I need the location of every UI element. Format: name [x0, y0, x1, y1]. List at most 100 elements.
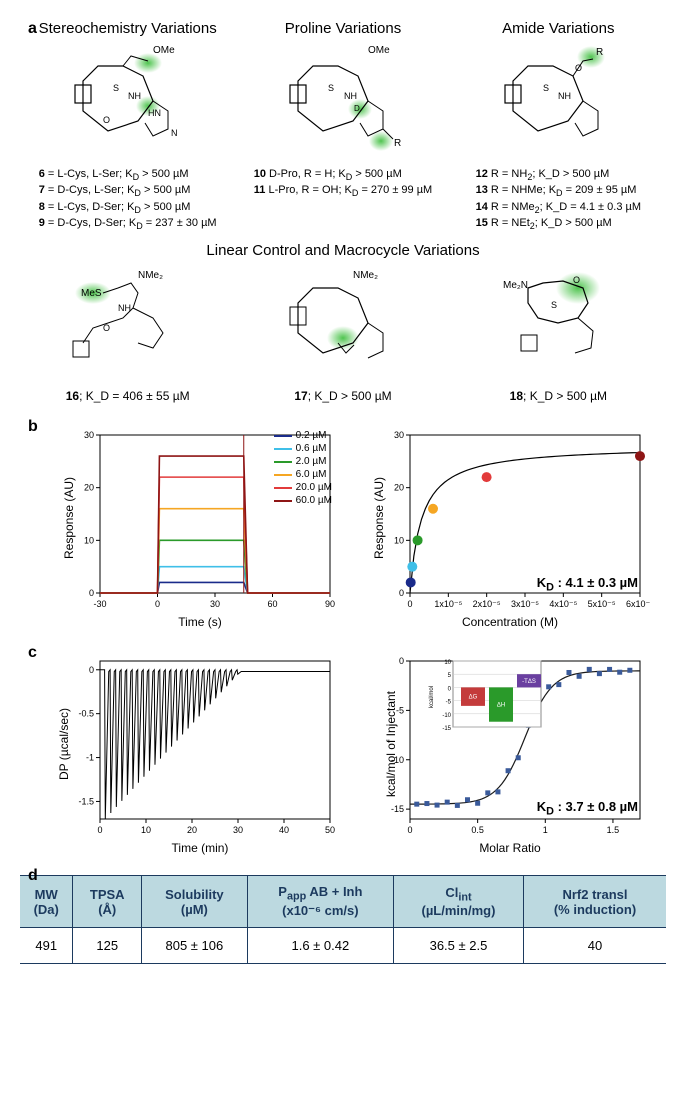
- svg-text:20: 20: [84, 483, 94, 493]
- spr-sensorgram: Response (AU) -3003060900102030 0.2 µM0.…: [60, 423, 340, 613]
- amide-structure: R S NH O: [483, 41, 633, 161]
- svg-text:NMe₂: NMe₂: [138, 270, 163, 281]
- svg-text:NH: NH: [118, 303, 131, 313]
- svg-text:ΔG: ΔG: [469, 695, 478, 701]
- svg-text:10: 10: [141, 825, 151, 835]
- spr-binding-curve: Response (AU) 01x10⁻⁵2x10⁻⁵3x10⁻⁵4x10⁻⁵5…: [370, 423, 650, 613]
- table-header: Solubility(µM): [141, 876, 247, 928]
- proline-title: Proline Variations: [241, 20, 444, 37]
- svg-text:30: 30: [233, 825, 243, 835]
- svg-text:S: S: [543, 83, 549, 93]
- svg-text:O: O: [103, 323, 110, 333]
- table-cell: 1.6 ± 0.42: [247, 927, 393, 963]
- svg-text:0: 0: [155, 599, 160, 609]
- svg-text:30: 30: [210, 599, 220, 609]
- table-header: Nrf2 transl(% induction): [524, 876, 667, 928]
- svg-text:-0.5: -0.5: [78, 709, 94, 719]
- c-left-xlabel: Time (min): [60, 841, 340, 855]
- c-left-ylabel: DP (µcal/sec): [57, 708, 71, 780]
- svg-text:S: S: [551, 300, 557, 310]
- panel-d-label: d: [28, 867, 38, 885]
- svg-text:R: R: [394, 138, 401, 149]
- stereo-column: Stereochemistry Variations OMe S NH O HN: [20, 20, 235, 232]
- c18-column: Me₂N S O 18; K_D > 500 µM: [451, 263, 666, 403]
- svg-text:10: 10: [444, 660, 451, 666]
- svg-text:OMe: OMe: [368, 45, 390, 56]
- c16-kd: 16; K_D = 406 ± 55 µM: [26, 389, 229, 403]
- svg-text:HN: HN: [148, 108, 161, 118]
- svg-text:S: S: [328, 83, 334, 93]
- panel-b-row: b Response (AU) -3003060900102030 0.2 µM…: [20, 423, 666, 629]
- amide-column: Amide Variations R S NH O 12 R = NH2; K_…: [451, 20, 666, 232]
- amide-title: Amide Variations: [457, 20, 660, 37]
- table-cell: 36.5 ± 2.5: [393, 927, 523, 963]
- svg-text:30: 30: [84, 430, 94, 440]
- svg-text:5x10⁻⁵: 5x10⁻⁵: [588, 599, 616, 609]
- svg-text:4x10⁻⁵: 4x10⁻⁵: [549, 599, 577, 609]
- properties-table: MW(Da)TPSA(Å)Solubility(µM)Papp AB + Inh…: [20, 875, 666, 964]
- svg-text:ΔH: ΔH: [497, 703, 505, 709]
- svg-text:-5: -5: [446, 700, 452, 706]
- c-right-ylabel: kcal/mol of Injectant: [384, 691, 398, 797]
- panel-c-label: c: [28, 644, 37, 662]
- b-left-ylabel: Response (AU): [62, 477, 76, 559]
- svg-text:3x10⁻⁵: 3x10⁻⁵: [511, 599, 539, 609]
- svg-text:NH: NH: [344, 91, 357, 101]
- svg-text:0: 0: [407, 599, 412, 609]
- svg-text:10: 10: [394, 536, 404, 546]
- svg-text:-10: -10: [442, 713, 451, 719]
- table-header: Clint(µL/min/mg): [393, 876, 523, 928]
- thermo-inset: 1050-5-10-15kcal/molΔGΔH-TΔS: [425, 655, 545, 735]
- itc-isotherm: kcal/mol of Injectant 00.511.50-5-10-15 …: [370, 649, 650, 839]
- b-left-xlabel: Time (s): [60, 615, 340, 629]
- c17-structure: NMe₂: [268, 263, 418, 383]
- c16-column: MeS NMe₂ NH O 16; K_D = 406 ± 55 µM: [20, 263, 235, 403]
- svg-text:6x10⁻⁵: 6x10⁻⁵: [626, 599, 650, 609]
- svg-text:S: S: [113, 83, 119, 93]
- svg-text:O: O: [573, 275, 580, 285]
- svg-text:90: 90: [325, 599, 335, 609]
- stereo-structure: OMe S NH O HN N: [53, 41, 203, 161]
- b-right-xlabel: Concentration (M): [370, 615, 650, 629]
- svg-text:0: 0: [89, 665, 94, 675]
- table-header: TPSA(Å): [73, 876, 141, 928]
- svg-text:60: 60: [267, 599, 277, 609]
- stereo-title: Stereochemistry Variations: [26, 20, 229, 37]
- svg-text:0: 0: [399, 656, 404, 666]
- ome-label: OMe: [153, 45, 175, 56]
- svg-text:-1.5: -1.5: [78, 797, 94, 807]
- svg-text:20: 20: [394, 483, 404, 493]
- svg-text:kcal/mol: kcal/mol: [429, 686, 435, 708]
- svg-text:0: 0: [448, 687, 452, 693]
- svg-text:1.5: 1.5: [607, 825, 620, 835]
- svg-text:NMe₂: NMe₂: [353, 270, 378, 281]
- itc-thermogram: DP (µcal/sec) 010203040500-0.5-1-1.5: [60, 649, 340, 839]
- svg-text:N: N: [171, 128, 178, 138]
- table-header: Papp AB + Inh(x10⁻⁶ cm/s): [247, 876, 393, 928]
- svg-text:30: 30: [394, 430, 404, 440]
- table-cell: 40: [524, 927, 667, 963]
- b-kd-label: KD : 4.1 ± 0.3 µM: [537, 575, 638, 594]
- svg-text:NH: NH: [558, 91, 571, 101]
- svg-text:1: 1: [543, 825, 548, 835]
- svg-text:40: 40: [279, 825, 289, 835]
- b-legend: 0.2 µM0.6 µM2.0 µM6.0 µM20.0 µM60.0 µM: [274, 429, 332, 507]
- table-cell: 125: [73, 927, 141, 963]
- svg-text:2x10⁻⁵: 2x10⁻⁵: [473, 599, 501, 609]
- c-right-xlabel: Molar Ratio: [370, 841, 650, 855]
- proline-column: Proline Variations OMe R S NH D: [235, 20, 450, 232]
- svg-text:0: 0: [97, 825, 102, 835]
- svg-text:-1: -1: [86, 753, 94, 763]
- svg-text:O: O: [575, 63, 582, 73]
- svg-text:-15: -15: [391, 804, 404, 814]
- b-right-ylabel: Response (AU): [372, 477, 386, 559]
- table-cell: 805 ± 106: [141, 927, 247, 963]
- svg-text:D: D: [354, 104, 360, 113]
- c18-kd: 18; K_D > 500 µM: [457, 389, 660, 403]
- svg-text:10: 10: [84, 536, 94, 546]
- c18-structure: Me₂N S O: [483, 263, 633, 383]
- svg-text:R: R: [596, 47, 603, 58]
- c16-structure: MeS NMe₂ NH O: [53, 263, 203, 383]
- linear-title: Linear Control and Macrocycle Variations: [20, 242, 666, 259]
- svg-text:NH: NH: [128, 91, 141, 101]
